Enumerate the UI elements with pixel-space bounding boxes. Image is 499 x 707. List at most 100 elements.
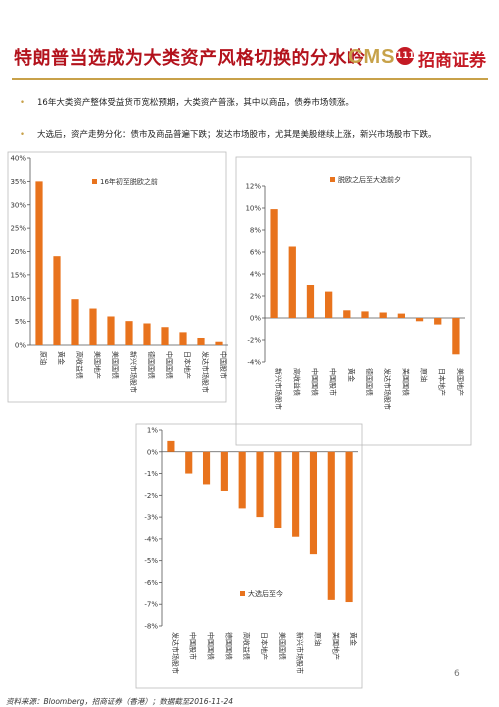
y-tick-label: -2% xyxy=(144,492,158,500)
x-tick-label: 日本地产 xyxy=(260,632,269,660)
bar xyxy=(220,451,228,491)
bar xyxy=(397,313,405,318)
x-tick-label: 原油 xyxy=(420,368,429,382)
x-tick-label: 中国国债 xyxy=(165,351,174,379)
x-tick-label: 发达市场股市 xyxy=(383,368,392,410)
x-tick-label: 发达市场股市 xyxy=(201,351,210,393)
chart-frame xyxy=(135,423,363,689)
y-tick-label: 0% xyxy=(15,342,26,350)
chart-after-election: -8% -7% -6% -5% -4% -3% -2% -1% 0% 1% 发达市场股市 中国股市 中国… xyxy=(135,423,363,689)
bar xyxy=(53,256,61,345)
y-tick-label: 10% xyxy=(10,295,26,303)
bullet-text: 大选后，资产走势分化：债市及商品普遍下跌；发达市场股市，尤其是美股继续上涨，新兴… xyxy=(37,130,437,140)
y-tick-label: -1% xyxy=(144,470,158,478)
y-tick-label: 4% xyxy=(250,271,261,279)
bar xyxy=(345,451,353,603)
y-tick-label: -7% xyxy=(144,601,158,609)
y-tick-label: 1% xyxy=(147,427,158,435)
x-tick-label: 高收益债 xyxy=(242,632,251,660)
page-title: 特朗普当选成为大类资产风格切换的分水岭 xyxy=(14,48,366,69)
legend-swatch xyxy=(330,177,335,182)
y-tick-label: 40% xyxy=(10,155,26,163)
bar xyxy=(343,310,351,318)
y-tick-label: 2% xyxy=(250,293,261,301)
logo-seal-icon: 111 xyxy=(396,47,415,65)
bar xyxy=(309,451,318,555)
bar xyxy=(35,181,43,345)
x-tick-label: 美国国债 xyxy=(278,632,287,660)
y-tick-label: 35% xyxy=(10,178,26,186)
x-tick-label: 新兴市场股市 xyxy=(296,632,305,674)
bar xyxy=(270,209,278,318)
chart-before-brexit: 0% 5% 10% 15% 20% 25% 30% 35% 40% 原油 黄金 高收益债 美国地产 美国国… xyxy=(7,151,228,403)
bar xyxy=(71,299,79,345)
x-tick-label: 德国国债 xyxy=(147,351,156,379)
x-tick-label: 原油 xyxy=(313,632,322,646)
bar xyxy=(327,451,335,600)
legend-label: 脱欧之后至大选前夕 xyxy=(338,175,401,184)
x-tick-label: 发达市场股市 xyxy=(171,632,180,674)
y-tick-label: 6% xyxy=(250,249,261,257)
bar xyxy=(256,451,264,518)
bullet-item: • 大选后，资产走势分化：债市及商品普遍下跌；发达市场股市，尤其是美股继续上涨，新… xyxy=(20,128,437,140)
bar xyxy=(274,451,282,528)
x-tick-label: 中国股市 xyxy=(219,351,228,379)
bar xyxy=(107,316,115,345)
bar xyxy=(215,341,223,345)
y-tick-label: -4% xyxy=(144,535,158,543)
logo-chinese: 招商证券 xyxy=(418,51,486,71)
bullet-icon: • xyxy=(20,98,26,108)
bar xyxy=(167,440,175,452)
page-number: 6 xyxy=(454,669,460,679)
x-tick-label: 中国国债 xyxy=(310,368,319,396)
bar xyxy=(379,312,387,318)
y-tick-label: 12% xyxy=(245,183,261,191)
chart-brexit-to-election: -4% -2% 0% 2% 4% 6% 8% 10% 12% 新兴市场股市 高收益债 中国国债 中国股市… xyxy=(235,156,472,446)
bar xyxy=(125,321,133,345)
x-tick-label: 德国国债 xyxy=(224,632,233,660)
y-tick-label: 25% xyxy=(10,225,26,233)
x-tick-label: 中国股市 xyxy=(329,368,338,396)
bar xyxy=(238,451,246,509)
x-tick-label: 黄金 xyxy=(349,632,358,646)
x-tick-label: 日本地产 xyxy=(438,368,447,396)
legend-swatch xyxy=(92,179,97,184)
chart-frame xyxy=(235,156,472,446)
bar xyxy=(202,451,211,485)
y-tick-label: -8% xyxy=(144,623,158,631)
x-tick-label: 中国国债 xyxy=(207,632,216,660)
bar xyxy=(292,451,300,537)
y-tick-label: 0% xyxy=(250,315,261,323)
chart-frame xyxy=(7,151,227,403)
bar xyxy=(452,318,460,355)
x-tick-label: 美国国债 xyxy=(111,351,120,379)
y-tick-label: -5% xyxy=(144,557,158,565)
bullet-item: • 16年大类资产整体受益货币宽松预期，大类资产普涨，其中以商品，债券市场领涨。 xyxy=(20,96,354,108)
bar xyxy=(325,291,333,318)
y-tick-label: 10% xyxy=(245,205,261,213)
y-tick-label: 20% xyxy=(10,248,26,256)
x-tick-label: 高收益债 xyxy=(292,368,301,396)
x-tick-label: 中国股市 xyxy=(189,632,198,660)
x-tick-label: 黄金 xyxy=(347,368,356,382)
bar xyxy=(361,311,369,318)
legend-label: 大选后至今 xyxy=(248,589,283,598)
bar xyxy=(306,285,315,318)
y-tick-label: 30% xyxy=(10,201,26,209)
y-tick-label: 0% xyxy=(147,448,158,456)
y-tick-label: 8% xyxy=(250,227,261,235)
logo-latin: CMS xyxy=(348,46,396,68)
page-header: 特朗普当选成为大类资产风格切换的分水岭 CMS 111 招商证券 xyxy=(0,0,499,74)
bar xyxy=(197,337,205,345)
bar xyxy=(434,318,442,325)
y-tick-label: -2% xyxy=(247,337,261,345)
bar xyxy=(179,332,187,345)
x-tick-label: 原油 xyxy=(39,351,48,365)
x-tick-label: 黄金 xyxy=(57,351,66,365)
y-tick-label: -4% xyxy=(247,359,261,367)
x-tick-label: 高收益债 xyxy=(75,351,84,379)
bar xyxy=(415,318,424,322)
x-tick-label: 美国地产 xyxy=(456,368,465,396)
x-tick-label: 美国国债 xyxy=(401,368,410,396)
bar xyxy=(288,246,296,318)
